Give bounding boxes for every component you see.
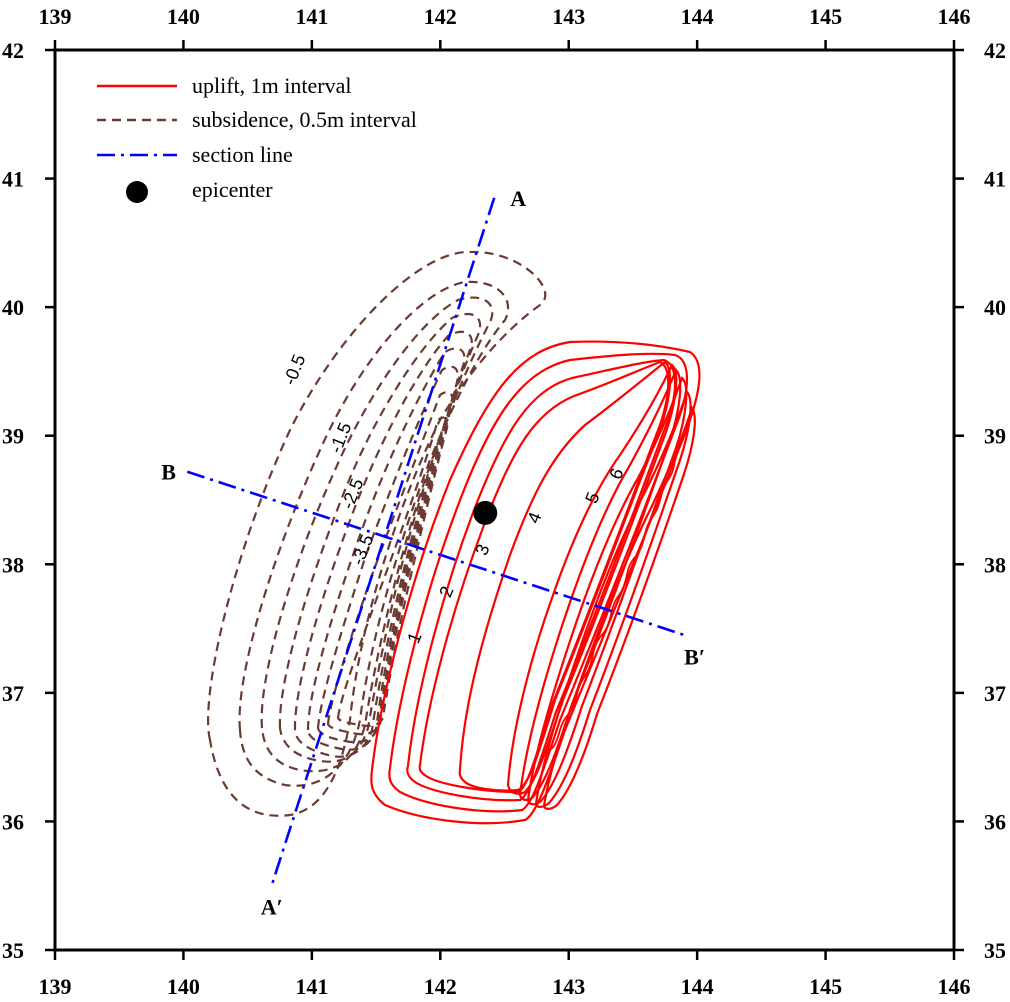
uplift-contour-10: [542, 405, 696, 810]
section-label-group: A A′ B B′: [161, 186, 705, 919]
legend-epicenter-swatch: [126, 181, 148, 203]
y-tick-label-left: 38: [2, 552, 24, 577]
subsidence-contour-1.5: [260, 296, 494, 773]
uplift-near-trench-squiggle: [539, 419, 689, 761]
subsidence-contours: [207, 250, 547, 817]
section-label-start: B: [161, 460, 176, 485]
section-label-end: A′: [261, 894, 283, 919]
y-tick-label-left: 41: [2, 167, 24, 192]
x-tick-label-bottom: 143: [552, 974, 585, 999]
x-tick-label-bottom: 144: [681, 974, 714, 999]
y-tick-label-left: 42: [2, 38, 24, 63]
x-tick-label-bottom: 145: [809, 974, 842, 999]
y-tick-label-right: 39: [984, 424, 1006, 449]
y-tick-label-left: 39: [2, 424, 24, 449]
x-tick-label-top: 142: [424, 4, 457, 29]
uplift-contour-6: [506, 363, 678, 795]
x-tick-label-top: 143: [552, 4, 585, 29]
uplift-contours: [370, 340, 701, 825]
legend-label: epicenter: [192, 177, 273, 202]
legend-label: uplift, 1m interval: [192, 73, 351, 98]
x-tick-label-top: 141: [295, 4, 328, 29]
y-tick-label-right: 40: [984, 295, 1006, 320]
plot-frame: [53, 48, 956, 952]
x-tick-label-bottom: 146: [938, 974, 971, 999]
legend-label: subsidence, 0.5m interval: [192, 107, 417, 132]
y-tick-label-right: 36: [984, 809, 1006, 834]
section-line-b: [186, 470, 689, 638]
y-tick-label-right: 41: [984, 167, 1006, 192]
subsidence-contour-3.5: [316, 365, 459, 744]
epicenter-marker: [473, 500, 498, 525]
x-tick-label-bottom: 142: [424, 974, 457, 999]
section-line-a: [269, 197, 496, 889]
y-tick-label-right: 42: [984, 38, 1006, 63]
y-tick-label-left: 40: [2, 295, 24, 320]
y-tick-label-left: 35: [2, 938, 24, 963]
subsidence-contour-0.5: [207, 250, 547, 817]
section-label-end: B′: [684, 644, 705, 669]
subsidence-contour-1.0: [238, 280, 510, 787]
section-line-group: [186, 197, 689, 889]
y-tick-label-right: 37: [984, 681, 1006, 706]
y-tick-label-right: 35: [984, 938, 1006, 963]
y-tick-label-right: 38: [984, 552, 1006, 577]
x-tick-label-top: 139: [39, 4, 72, 29]
uplift-contour-1: [370, 340, 701, 825]
x-tick-label-top: 140: [167, 4, 200, 29]
x-tick-label-bottom: 139: [39, 974, 72, 999]
x-tick-label-top: 145: [809, 4, 842, 29]
x-tick-label-bottom: 141: [295, 974, 328, 999]
tick-label-group: 139 139 140 140 141 141 142 142 143 143 144 144 145 1…: [2, 4, 1006, 999]
section-label-start: A: [510, 186, 526, 211]
legend: uplift, 1m interval subsidence, 0.5m inte…: [97, 73, 417, 203]
x-tick-label-top: 144: [681, 4, 714, 29]
uplift-contour-4: [418, 360, 670, 794]
y-tick-label-left: 36: [2, 809, 24, 834]
x-tick-label-bottom: 140: [167, 974, 200, 999]
tick-group: [45, 40, 964, 960]
legend-label: section line: [192, 142, 293, 167]
x-tick-label-top: 146: [938, 4, 971, 29]
y-tick-label-left: 37: [2, 681, 24, 706]
